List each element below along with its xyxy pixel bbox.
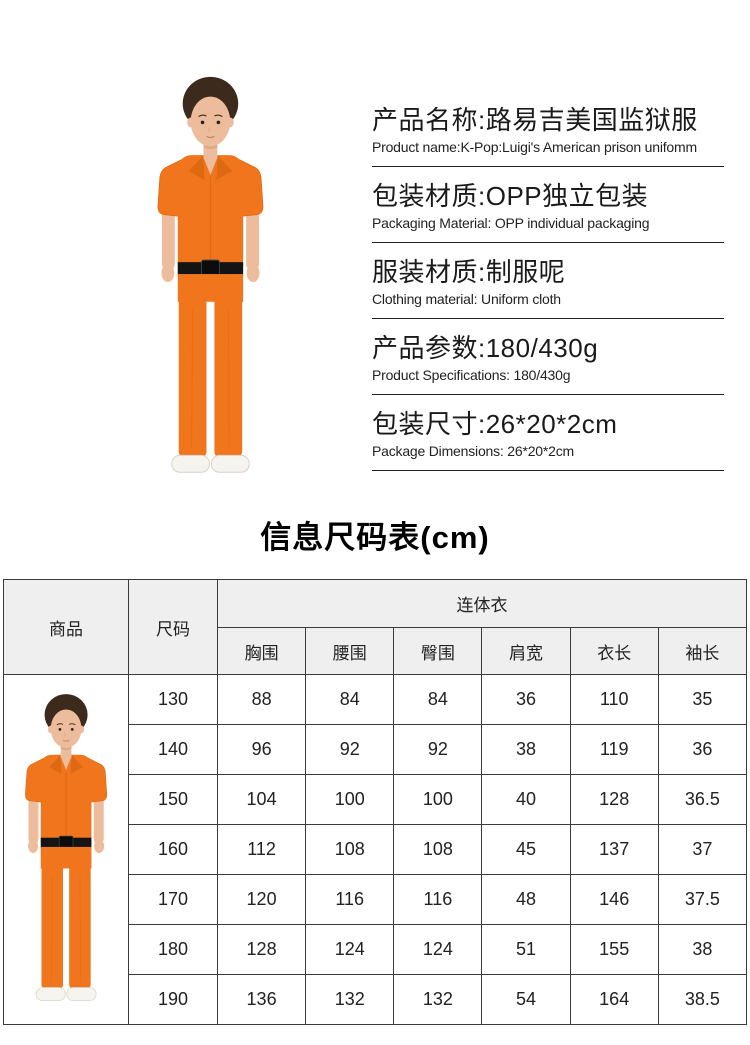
measure-cell: 92 — [393, 724, 483, 775]
info-title-cn: 包装材质:OPP独立包装 — [372, 181, 649, 211]
measure-cell: 96 — [216, 724, 307, 775]
measure-header-row: 胸围 腰围 臀围 肩宽 衣长 袖长 — [4, 627, 748, 675]
info-section: 包装材质:OPP独立包装 Packaging Material: OPP ind… — [372, 180, 724, 243]
measure-cell: 36 — [657, 724, 748, 775]
product-thumbnail-image — [20, 681, 112, 1019]
measure-cell: 120 — [216, 874, 307, 925]
measure-cell: 128 — [569, 774, 659, 825]
col-header-measure: 肩宽 — [481, 627, 571, 675]
measure-cell: 84 — [305, 674, 395, 725]
info-title-cn: 服装材质:制服呢 — [372, 257, 566, 287]
measure-cell: 116 — [305, 874, 395, 925]
measure-cell: 36.5 — [657, 774, 748, 825]
size-cell: 180 — [128, 924, 218, 975]
info-title-en: Packaging Material: OPP individual packa… — [372, 215, 650, 231]
product-photo — [60, 60, 360, 500]
size-cell: 150 — [128, 774, 218, 825]
size-cell: 190 — [128, 974, 218, 1025]
measure-cell: 119 — [569, 724, 659, 775]
measure-cell: 128 — [216, 924, 307, 975]
size-cell: 140 — [128, 724, 218, 775]
info-title-en: Product name:K-Pop:Luigi's American pris… — [372, 139, 697, 155]
measure-cell: 137 — [569, 824, 659, 875]
model-wearing-orange-jumpsuit-image — [151, 60, 270, 496]
product-hero-section: 产品名称:路易吉美国监狱服 Product name:K-Pop:Luigi's… — [0, 0, 750, 505]
size-row: 140 96 92 92 38 119 36 — [4, 724, 748, 775]
measure-cell: 108 — [305, 824, 395, 875]
measure-cell: 100 — [393, 774, 483, 825]
info-section: 服装材质:制服呢 Clothing material: Uniform clot… — [372, 256, 724, 319]
info-title-cn: 包装尺寸:26*20*2cm — [372, 409, 618, 439]
size-chart-header: 商品 尺码 连体衣 胸围 腰围 臀围 肩宽 衣长 袖长 — [3, 579, 748, 675]
size-row: 130 88 84 84 36 110 35 — [3, 674, 748, 1025]
info-title-en: Product Specifications: 180/430g — [372, 367, 571, 383]
info-title-en: Package Dimensions: 26*20*2cm — [372, 443, 574, 459]
measure-cell: 54 — [481, 974, 571, 1025]
measure-cell: 132 — [393, 974, 483, 1025]
group-header-row: 商品 尺码 连体衣 — [3, 579, 747, 675]
measure-cell: 124 — [393, 924, 483, 975]
size-row: 150 104 100 100 40 128 36.5 — [4, 774, 748, 825]
measure-cell: 40 — [481, 774, 571, 825]
measure-cell: 51 — [481, 924, 571, 975]
col-header-size: 尺码 — [128, 579, 218, 675]
info-title-en: Clothing material: Uniform cloth — [372, 291, 561, 307]
measure-cell: 112 — [216, 824, 307, 875]
size-row: 170 120 116 116 48 146 37.5 — [4, 874, 748, 925]
col-header-measure: 臀围 — [393, 627, 483, 675]
col-header-measure: 袖长 — [657, 627, 748, 675]
measure-cell: 136 — [216, 974, 307, 1025]
measure-cell: 48 — [481, 874, 571, 925]
product-thumbnail-cell — [3, 674, 129, 1025]
measure-cell: 108 — [393, 824, 483, 875]
measure-cell: 104 — [216, 774, 307, 825]
col-group-jumpsuit: 连体衣 — [217, 579, 747, 628]
col-header-product: 商品 — [3, 579, 129, 675]
measure-cell: 38.5 — [657, 974, 748, 1025]
measure-cell: 38 — [481, 724, 571, 775]
measure-cell: 92 — [305, 724, 395, 775]
col-header-measure: 腰围 — [305, 627, 395, 675]
col-header-measure: 衣长 — [569, 627, 659, 675]
info-title-cn: 产品参数:180/430g — [372, 333, 599, 363]
info-section: 产品名称:路易吉美国监狱服 Product name:K-Pop:Luigi's… — [372, 104, 724, 167]
info-section: 产品参数:180/430g Product Specifications: 18… — [372, 332, 724, 395]
info-title-cn: 产品名称:路易吉美国监狱服 — [372, 105, 698, 135]
measure-cell: 155 — [569, 924, 659, 975]
measure-cell: 132 — [305, 974, 395, 1025]
size-cell: 130 — [128, 674, 218, 725]
size-rows: 130 88 84 84 36 110 35 140 96 92 92 38 119 36 150 104 10… — [3, 674, 748, 1025]
measure-cell: 37.5 — [657, 874, 748, 925]
measure-cell: 164 — [569, 974, 659, 1025]
size-chart-title: 信息尺码表(cm) — [260, 520, 490, 555]
measure-cell: 36 — [481, 674, 571, 725]
measure-cell: 84 — [393, 674, 483, 725]
size-row: 180 128 124 124 51 155 38 — [4, 924, 748, 975]
measure-cell: 38 — [657, 924, 748, 975]
size-row: 160 112 108 108 45 137 37 — [4, 824, 748, 875]
product-info-list: 产品名称:路易吉美国监狱服 Product name:K-Pop:Luigi's… — [372, 104, 724, 484]
measure-cell: 45 — [481, 824, 571, 875]
size-cell: 160 — [128, 824, 218, 875]
size-row: 190 136 132 132 54 164 38.5 — [4, 974, 748, 1025]
measure-cell: 35 — [657, 674, 748, 725]
measure-cell: 110 — [569, 674, 659, 725]
size-chart-table: 商品 尺码 连体衣 胸围 腰围 臀围 肩宽 衣长 袖长 130 88 84 84 36 110 35 1… — [3, 579, 748, 1025]
measure-cell: 37 — [657, 824, 748, 875]
size-cell: 170 — [128, 874, 218, 925]
info-section: 包装尺寸:26*20*2cm Package Dimensions: 26*20… — [372, 408, 724, 471]
measure-cell: 88 — [216, 674, 307, 725]
measure-cell: 146 — [569, 874, 659, 925]
col-header-measure: 胸围 — [216, 627, 307, 675]
measure-cell: 100 — [305, 774, 395, 825]
measure-cell: 124 — [305, 924, 395, 975]
measure-cell: 116 — [393, 874, 483, 925]
